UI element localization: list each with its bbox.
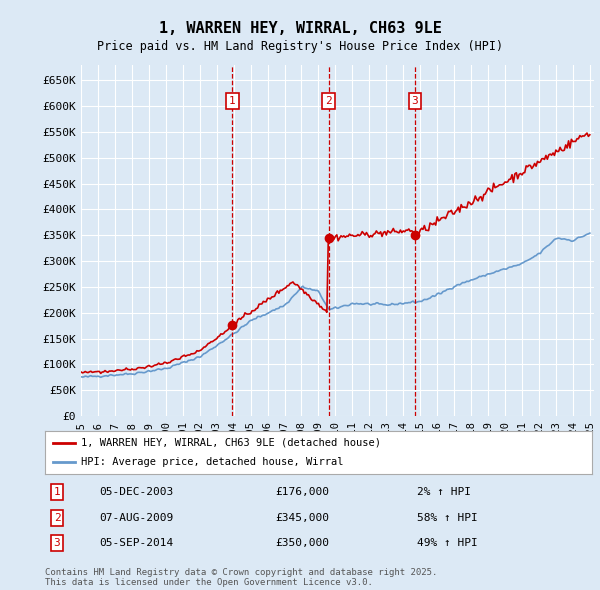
Text: 2: 2 xyxy=(325,96,332,106)
Text: 1: 1 xyxy=(53,487,61,497)
Text: £350,000: £350,000 xyxy=(275,538,329,548)
Text: 49% ↑ HPI: 49% ↑ HPI xyxy=(417,538,478,548)
Text: 1, WARREN HEY, WIRRAL, CH63 9LE (detached house): 1, WARREN HEY, WIRRAL, CH63 9LE (detache… xyxy=(80,438,380,448)
Text: 1, WARREN HEY, WIRRAL, CH63 9LE: 1, WARREN HEY, WIRRAL, CH63 9LE xyxy=(158,21,442,35)
Text: 58% ↑ HPI: 58% ↑ HPI xyxy=(417,513,478,523)
Text: Contains HM Land Registry data © Crown copyright and database right 2025.
This d: Contains HM Land Registry data © Crown c… xyxy=(45,568,437,587)
Text: HPI: Average price, detached house, Wirral: HPI: Average price, detached house, Wirr… xyxy=(80,457,343,467)
Text: 05-DEC-2003: 05-DEC-2003 xyxy=(100,487,174,497)
Text: 2: 2 xyxy=(53,513,61,523)
Text: 07-AUG-2009: 07-AUG-2009 xyxy=(100,513,174,523)
Text: Price paid vs. HM Land Registry's House Price Index (HPI): Price paid vs. HM Land Registry's House … xyxy=(97,40,503,53)
Text: 05-SEP-2014: 05-SEP-2014 xyxy=(100,538,174,548)
Text: £176,000: £176,000 xyxy=(275,487,329,497)
Text: £345,000: £345,000 xyxy=(275,513,329,523)
Text: 3: 3 xyxy=(53,538,61,548)
Text: 2% ↑ HPI: 2% ↑ HPI xyxy=(417,487,471,497)
Text: 3: 3 xyxy=(412,96,418,106)
Text: 1: 1 xyxy=(229,96,236,106)
